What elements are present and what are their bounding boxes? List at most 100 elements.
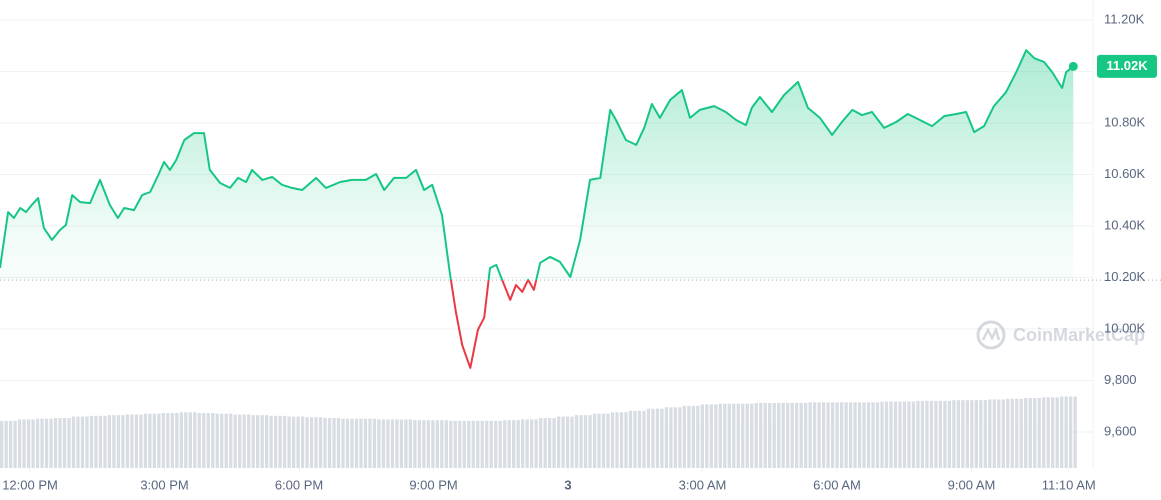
volume-bar [965,400,969,468]
volume-bar [116,415,121,468]
volume-bar [238,414,242,468]
volume-bar [197,413,201,468]
volume-bar [350,418,354,468]
volume-bar [1015,398,1019,468]
volume-bar [265,415,269,468]
volume-bar [597,413,601,468]
volume-bar [399,419,404,468]
volume-bar [4,420,8,468]
volume-bar [530,419,534,468]
volume-bar [251,415,255,468]
volume-bar [89,415,94,468]
x-tick-label: 9:00 AM [948,477,996,492]
volume-bar [821,402,826,468]
volume-bar [844,402,848,468]
volume-bar [300,416,305,468]
volume-bar [125,414,130,468]
volume-bar [884,401,889,468]
volume-bar [215,413,219,468]
volume-bar [278,415,282,468]
volume-bar [327,418,332,468]
volume-bar [898,401,902,468]
volume-bar [318,417,323,468]
volume-bar [579,415,583,468]
volume-bar [489,420,493,468]
volume-bar [323,418,327,468]
volume-bar [76,416,80,468]
volume-bar [866,402,871,468]
volume-bar [372,418,377,468]
volume-bar [669,407,673,468]
volume-bar [916,400,920,468]
volume-bar [682,405,687,468]
volume-bar [98,415,103,468]
volume-bar [687,405,691,468]
volume-bar [381,419,386,468]
volume-bar [507,420,511,468]
x-tick-label: 6:00 AM [813,477,861,492]
volume-bar [498,420,502,468]
volume-bar [103,415,107,468]
x-tick-label: 11:10 AM [1042,477,1096,492]
volume-bar [786,403,790,468]
volume-bar [992,399,996,468]
volume-bar [1060,396,1064,468]
volume-bar [790,403,794,468]
volume-bar [633,410,637,468]
volume-bar [1064,396,1068,468]
volume-bar [961,400,965,468]
volume-bar [413,420,417,468]
watermark-logo-mark [981,326,1001,341]
volume-bar [309,417,314,468]
volume-bar [1042,397,1046,468]
volume-bar [574,415,579,468]
volume-bar [525,419,529,468]
y-tick-label: 9,600 [1104,423,1137,438]
volume-bar [1037,398,1041,468]
volume-bar [610,412,615,468]
volume-bar [314,417,318,468]
volume-bar [588,415,592,468]
x-tick-label: 3:00 AM [679,477,727,492]
volume-bar [795,403,799,468]
volume-bars [0,396,1077,468]
volume-bar [750,403,754,468]
y-tick-label: 10.40K [1104,217,1146,232]
volume-bar [606,413,610,468]
volume-bar [282,415,287,468]
volume-bar [615,412,619,468]
volume-bar [211,413,215,468]
volume-bar [1028,398,1032,468]
volume-bar [839,402,844,468]
x-tick-label: 3 [564,477,571,492]
y-tick-label: 11.20K [1104,12,1145,27]
volume-bar [979,400,983,468]
volume-bar [161,413,165,468]
x-tick-label: 9:00 PM [409,477,457,492]
volume-bar [651,408,655,468]
volume-bar [552,418,556,468]
volume-bar [377,419,381,468]
volume-bar [112,415,116,468]
volume-bar [134,414,139,468]
y-tick-label: 10.20K [1104,269,1146,284]
volume-bar [929,400,934,468]
volume-bar [547,418,552,468]
volume-bar [435,420,439,468]
volume-bar [1046,397,1050,468]
watermark-logo [976,320,1006,350]
volume-bar [835,402,839,468]
volume-bar [539,418,543,468]
volume-bar [53,418,58,468]
volume-bar [184,412,188,468]
volume-bar [170,413,174,468]
volume-bar [422,420,426,468]
volume-bar [947,400,952,468]
volume-bar [354,418,359,468]
volume-bar [808,402,812,468]
volume-bar [853,402,857,468]
volume-bar [148,413,152,468]
volume-bar [130,414,134,468]
y-tick-label: 10.60K [1104,166,1146,181]
volume-bar [875,402,880,468]
